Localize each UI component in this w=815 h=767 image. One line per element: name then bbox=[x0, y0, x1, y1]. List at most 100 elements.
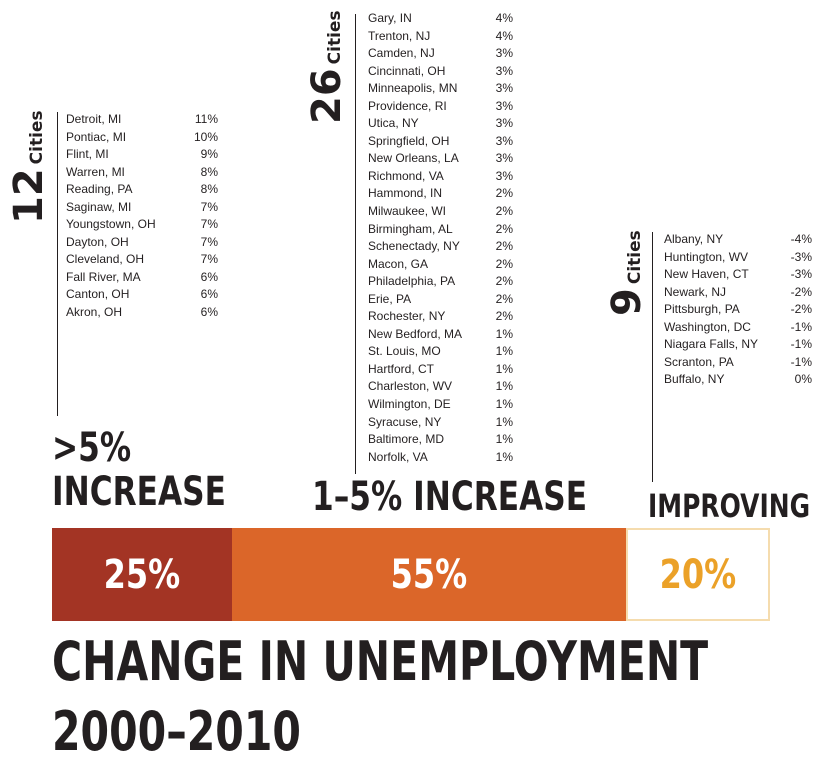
city-row: Cleveland, OH 7% bbox=[66, 251, 218, 269]
city-name: Detroit, MI bbox=[66, 112, 122, 126]
city-row: Erie, PA 2% bbox=[368, 291, 513, 309]
city-count-word: Cities bbox=[325, 10, 345, 65]
city-count: 26 bbox=[304, 68, 350, 124]
city-name: Flint, MI bbox=[66, 147, 109, 162]
city-row: Reading, PA 8% bbox=[66, 181, 218, 199]
city-name: Baltimore, MD bbox=[368, 432, 445, 447]
city-pct: 7% bbox=[200, 217, 218, 232]
city-row: Philadelphia, PA 2% bbox=[368, 273, 513, 291]
city-row: Niagara Falls, NY -1% bbox=[664, 336, 812, 354]
category-label-line: IMPROVING bbox=[648, 487, 811, 525]
city-name: Trenton, NJ bbox=[368, 28, 431, 43]
city-name: Cincinnati, OH bbox=[368, 63, 446, 78]
city-name: Dayton, OH bbox=[66, 234, 129, 249]
city-pct: 1% bbox=[495, 449, 513, 464]
city-row: Gary, IN 4% bbox=[368, 10, 513, 28]
city-pct: 9% bbox=[200, 147, 218, 162]
city-pct: -1% bbox=[790, 354, 812, 369]
city-row: New Haven, CT -3% bbox=[664, 266, 812, 284]
city-pct: 4% bbox=[495, 11, 513, 25]
city-name: Schenectady, NY bbox=[368, 239, 460, 254]
city-name: Charleston, WV bbox=[368, 379, 453, 394]
city-name: Pontiac, MI bbox=[66, 129, 127, 144]
city-name: Hartford, CT bbox=[368, 361, 435, 376]
city-row: Milwaukee, WI 2% bbox=[368, 203, 513, 221]
city-name: Minneapolis, MN bbox=[368, 81, 458, 96]
city-row: Youngstown, OH 7% bbox=[66, 216, 218, 234]
chart-subtitle: 2000–2010 bbox=[52, 700, 301, 763]
city-row: Pontiac, MI 10% bbox=[66, 129, 218, 147]
city-row: Newark, NJ -2% bbox=[664, 284, 812, 302]
city-pct: 2% bbox=[495, 239, 513, 254]
city-name: Birmingham, AL bbox=[368, 221, 453, 236]
city-name: Rochester, NY bbox=[368, 309, 446, 324]
city-pct: 6% bbox=[200, 305, 218, 320]
chart-title: CHANGE IN UNEMPLOYMENT bbox=[52, 630, 709, 693]
city-row: Richmond, VA 3% bbox=[368, 168, 513, 186]
city-pct: 1% bbox=[495, 379, 513, 394]
city-row: Fall River, MA 6% bbox=[66, 269, 218, 287]
city-pct: 3% bbox=[495, 46, 513, 61]
city-pct: 2% bbox=[495, 186, 513, 201]
city-name: Saginaw, MI bbox=[66, 199, 132, 214]
city-name: Huntington, WV bbox=[664, 249, 749, 264]
city-name: Springfield, OH bbox=[368, 133, 450, 148]
city-pct: 3% bbox=[495, 133, 513, 148]
city-pct: 8% bbox=[200, 182, 218, 197]
city-pct: 2% bbox=[495, 274, 513, 289]
city-name: Washington, DC bbox=[664, 319, 751, 334]
city-pct: 10% bbox=[193, 129, 218, 144]
city-name: Camden, NJ bbox=[368, 46, 435, 61]
city-name: Warren, MI bbox=[66, 164, 125, 179]
city-count-label: 26 Cities bbox=[304, 10, 350, 124]
city-row: Warren, MI 8% bbox=[66, 164, 218, 182]
city-name: Hammond, IN bbox=[368, 186, 443, 201]
city-name: Buffalo, NY bbox=[664, 372, 725, 387]
city-count-label: 9 Cities bbox=[604, 230, 650, 316]
city-row: Norfolk, VA 1% bbox=[368, 449, 513, 467]
city-count-word: Cities bbox=[625, 230, 645, 285]
city-name: New Orleans, LA bbox=[368, 151, 459, 166]
city-row: Birmingham, AL 2% bbox=[368, 221, 513, 239]
city-name: Newark, NJ bbox=[664, 284, 727, 299]
city-list: Gary, IN 4% Trenton, NJ 4% Camden, NJ 3% Cinci… bbox=[368, 10, 513, 466]
bar-segment-improving: 20% bbox=[626, 528, 770, 621]
bar-value-label: 20% bbox=[659, 551, 737, 598]
city-row: Detroit, MI 11% bbox=[66, 111, 218, 129]
city-pct: 3% bbox=[495, 151, 513, 166]
city-pct: 2% bbox=[495, 309, 513, 324]
city-pct: 3% bbox=[495, 63, 513, 78]
city-row: Utica, NY 3% bbox=[368, 115, 513, 133]
bar-value-label: 25% bbox=[103, 551, 181, 598]
city-row: Hartford, CT 1% bbox=[368, 361, 513, 379]
city-name: Cleveland, OH bbox=[66, 252, 145, 267]
city-name: Niagara Falls, NY bbox=[664, 337, 759, 352]
city-pct: -2% bbox=[790, 284, 812, 299]
city-pct: 1% bbox=[495, 432, 513, 447]
city-name: Erie, PA bbox=[368, 291, 412, 306]
city-count-label: 12 Cities bbox=[6, 110, 52, 224]
city-row: Schenectady, NY 2% bbox=[368, 238, 513, 256]
city-row: Wilmington, DE 1% bbox=[368, 396, 513, 414]
city-name: Youngstown, OH bbox=[66, 217, 156, 232]
city-row: Charleston, WV 1% bbox=[368, 378, 513, 396]
city-row: Minneapolis, MN 3% bbox=[368, 80, 513, 98]
city-pct: 1% bbox=[495, 361, 513, 376]
bar-segment-over-5: 25% bbox=[52, 528, 232, 621]
city-pct: 1% bbox=[495, 414, 513, 429]
city-pct: -4% bbox=[790, 232, 812, 246]
group-divider-line bbox=[355, 14, 356, 474]
city-pct: 3% bbox=[495, 81, 513, 96]
city-row: Hammond, IN 2% bbox=[368, 185, 513, 203]
city-row: Canton, OH 6% bbox=[66, 286, 218, 304]
city-name: Pittsburgh, PA bbox=[664, 302, 740, 317]
city-row: Albany, NY -4% bbox=[664, 231, 812, 249]
city-row: Akron, OH 6% bbox=[66, 304, 218, 322]
city-name: Providence, RI bbox=[368, 98, 447, 113]
city-row: Dayton, OH 7% bbox=[66, 234, 218, 252]
city-row: Springfield, OH 3% bbox=[368, 133, 513, 151]
city-row: Providence, RI 3% bbox=[368, 98, 513, 116]
city-pct: -1% bbox=[790, 337, 812, 352]
city-pct: 7% bbox=[200, 199, 218, 214]
bar-segment-1-5: 55% bbox=[231, 528, 627, 621]
